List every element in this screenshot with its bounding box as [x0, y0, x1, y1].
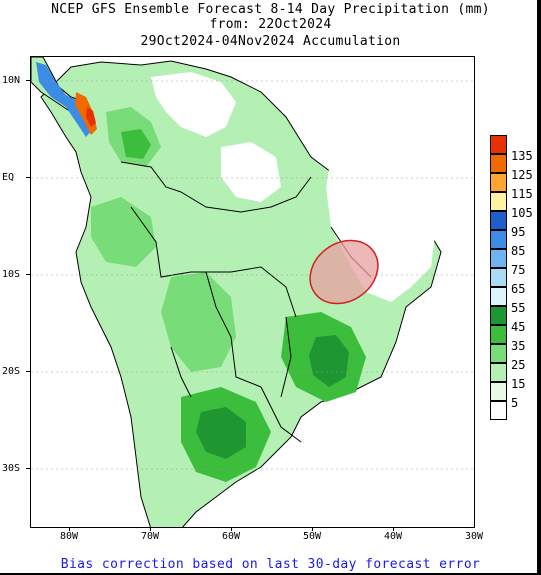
legend-swatch [490, 211, 507, 230]
legend-label: 115 [511, 187, 533, 201]
bias-correction-note: Bias correction based on last 30-day for… [60, 557, 481, 572]
legend-swatch [490, 306, 507, 325]
lon-label-60w: 60W [221, 531, 241, 542]
lon-tick [69, 527, 70, 531]
lat-tick [26, 80, 30, 81]
lon-label-50w: 50W [302, 531, 322, 542]
map-canvas [31, 57, 474, 527]
lon-label-30w: 30W [464, 531, 484, 542]
legend-swatch [490, 192, 507, 211]
legend-swatch [490, 382, 507, 401]
wet-area-southeast-core [309, 335, 349, 387]
legend-label: 85 [511, 244, 526, 258]
legend-swatch [490, 249, 507, 268]
wet-area-western-amazon [91, 197, 156, 267]
highlight-region [309, 239, 379, 305]
graticule [31, 80, 474, 470]
forecast-issue-date: from: 22Oct2024 [209, 17, 332, 32]
legend-swatch [490, 344, 507, 363]
legend-label: 125 [511, 168, 533, 182]
dry-area-amazon [221, 142, 281, 202]
wet-area-amazon-core [121, 129, 151, 159]
legend-swatch [490, 325, 507, 344]
lon-tick [312, 527, 313, 531]
wet-area-south-core [196, 407, 246, 459]
legend-label: 15 [511, 377, 526, 391]
legend-swatch [490, 363, 507, 382]
lat-label-10s: 10S [2, 269, 21, 280]
image-border-bottom [0, 573, 541, 575]
lat-tick [26, 274, 30, 275]
lat-tick [26, 177, 30, 178]
country-borders [120, 161, 372, 443]
legend-swatch [490, 135, 507, 154]
heavy-rain-panama [36, 62, 93, 137]
legend-label: 105 [511, 206, 533, 220]
lon-tick [393, 527, 394, 531]
legend-label: 65 [511, 282, 526, 296]
image-border-right [537, 0, 541, 575]
lat-label-10n: 10N [2, 75, 21, 86]
legend-label: 35 [511, 339, 526, 353]
legend-label: 5 [511, 396, 519, 410]
lat-tick [26, 468, 30, 469]
accumulation-period: 29Oct2024-04Nov2024 Accumulation [140, 34, 401, 49]
legend-swatch [490, 230, 507, 249]
lat-label-eq: EQ [2, 172, 15, 183]
lat-label-30s: 30S [2, 463, 21, 474]
lon-tick [150, 527, 151, 531]
chart-title: NCEP GFS Ensemble Forecast 8-14 Day Prec… [51, 2, 490, 17]
lon-tick [231, 527, 232, 531]
lon-label-80w: 80W [59, 531, 79, 542]
legend-swatch [490, 154, 507, 173]
dry-area-venezuela [151, 72, 236, 137]
land-south-america [40, 60, 442, 527]
legend-label: 45 [511, 320, 526, 334]
precipitation-map [30, 56, 475, 528]
lon-label-70w: 70W [140, 531, 160, 542]
legend-label: 55 [511, 301, 526, 315]
heavy-rain-panama-peak [86, 107, 96, 127]
legend-swatch [490, 401, 507, 420]
legend-swatch [490, 287, 507, 306]
lat-label-20s: 20S [2, 366, 21, 377]
legend-label: 25 [511, 358, 526, 372]
lat-tick [26, 371, 30, 372]
legend-label: 135 [511, 149, 533, 163]
wet-area-central-brazil [161, 272, 236, 372]
legend-label: 75 [511, 263, 526, 277]
lon-label-40w: 40W [383, 531, 403, 542]
legend-swatch [490, 173, 507, 192]
legend-label: 95 [511, 225, 526, 239]
legend-swatch [490, 268, 507, 287]
